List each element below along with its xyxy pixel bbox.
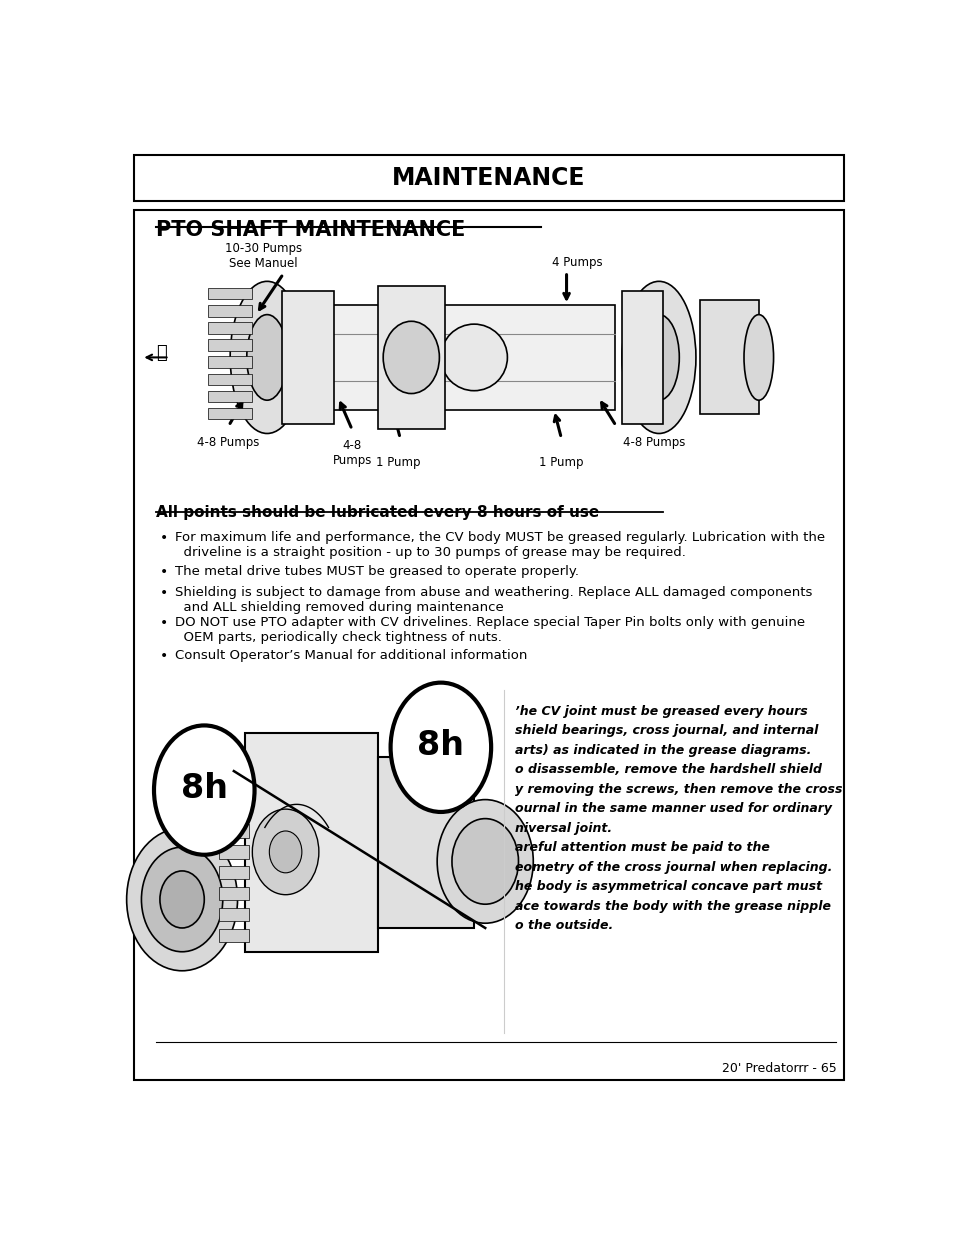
Ellipse shape [230, 282, 304, 433]
Bar [208, 305, 252, 316]
Text: 4-8 Pumps: 4-8 Pumps [196, 436, 259, 450]
Text: All points should be lubricated every 8 hours of use: All points should be lubricated every 8 … [156, 505, 598, 520]
Text: 4-8 Pumps: 4-8 Pumps [623, 436, 685, 450]
Bar [219, 845, 249, 858]
Text: •: • [160, 585, 168, 600]
Bar [219, 866, 249, 879]
Text: MAINTENANCE: MAINTENANCE [392, 165, 585, 190]
Bar [282, 291, 334, 424]
Circle shape [436, 799, 533, 924]
Bar [208, 322, 252, 333]
Bar [208, 408, 252, 419]
Bar [133, 154, 842, 200]
Bar [219, 824, 249, 837]
Bar [377, 287, 444, 429]
Text: Shielding is subject to damage from abuse and weathering. Replace ALL damaged co: Shielding is subject to damage from abus… [174, 585, 811, 614]
Bar [699, 300, 758, 415]
Circle shape [160, 871, 204, 927]
Text: •: • [160, 531, 168, 546]
Circle shape [141, 847, 222, 952]
Bar [208, 390, 252, 403]
Circle shape [383, 321, 439, 394]
Text: 1 Pump: 1 Pump [376, 456, 420, 469]
Text: 4 Pumps: 4 Pumps [552, 256, 602, 269]
Circle shape [452, 819, 518, 904]
Text: For maximum life and performance, the CV body MUST be greased regularly. Lubrica: For maximum life and performance, the CV… [174, 531, 824, 559]
Circle shape [153, 725, 254, 855]
Text: 1 Pump: 1 Pump [538, 456, 583, 469]
Text: •: • [160, 650, 168, 663]
Text: 10-30 Pumps
See Manuel: 10-30 Pumps See Manuel [225, 242, 302, 270]
Bar [219, 804, 249, 816]
Text: 20' Predatorrr - 65: 20' Predatorrr - 65 [720, 1062, 836, 1076]
Text: PTO SHAFT MAINTENANCE: PTO SHAFT MAINTENANCE [156, 220, 465, 240]
Circle shape [390, 683, 491, 811]
Bar [219, 929, 249, 942]
Circle shape [127, 829, 237, 971]
Ellipse shape [247, 315, 287, 400]
Bar [219, 887, 249, 900]
Circle shape [252, 809, 318, 894]
Text: •: • [160, 564, 168, 579]
Text: The metal drive tubes MUST be greased to operate properly.: The metal drive tubes MUST be greased to… [174, 564, 578, 578]
Bar [377, 757, 474, 927]
Ellipse shape [638, 315, 679, 400]
Text: 8h: 8h [416, 729, 464, 762]
Ellipse shape [440, 324, 507, 390]
Bar [208, 340, 252, 351]
Bar [219, 762, 249, 774]
Text: Consult Operator’s Manual for additional information: Consult Operator’s Manual for additional… [174, 650, 526, 662]
Text: ’he CV joint must be greased every hours
shield bearings, cross journal, and int: ’he CV joint must be greased every hours… [515, 704, 841, 932]
Bar [208, 357, 252, 368]
Bar [208, 373, 252, 385]
Bar [219, 908, 249, 921]
Ellipse shape [743, 315, 773, 400]
Bar [245, 734, 377, 952]
Ellipse shape [621, 282, 695, 433]
Circle shape [269, 831, 301, 873]
Bar [621, 291, 662, 424]
Text: •: • [160, 616, 168, 630]
Bar [208, 288, 252, 299]
Bar [219, 783, 249, 795]
Text: 🚜: 🚜 [156, 343, 167, 362]
Text: 8h: 8h [180, 772, 228, 805]
Text: 4-8
Pumps: 4-8 Pumps [332, 440, 372, 467]
Bar [304, 305, 614, 410]
Text: DO NOT use PTO adapter with CV drivelines. Replace special Taper Pin bolts only : DO NOT use PTO adapter with CV driveline… [174, 616, 804, 645]
